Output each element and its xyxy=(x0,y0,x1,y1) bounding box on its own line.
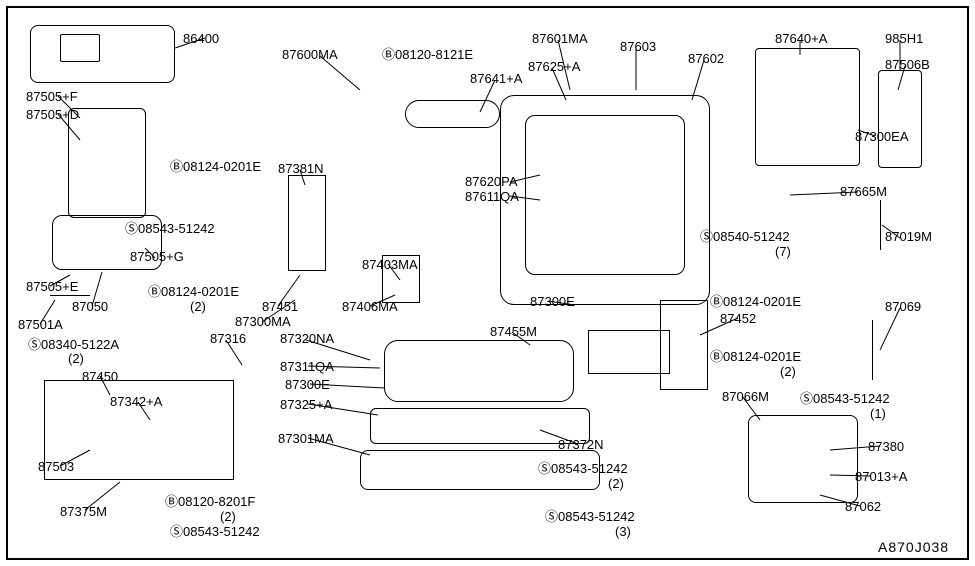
callout-l87050: 87050 xyxy=(72,300,108,313)
callout-l87311QA: 87311QA xyxy=(280,360,334,373)
callout-l87600MA: 87600MA xyxy=(282,48,338,61)
callout-l86400: 86400 xyxy=(183,32,219,45)
callout-l87503: 87503 xyxy=(38,460,74,473)
shape-bolt1 xyxy=(50,295,90,296)
callout-l08543d_sub: (3) xyxy=(615,525,631,538)
callout-l87406MA: 87406MA xyxy=(342,300,398,313)
callout-l87300E_top: 87300E xyxy=(530,295,575,308)
callout-l87380: 87380 xyxy=(868,440,904,453)
callout-l87300EA: 87300EA xyxy=(855,130,909,143)
callout-l87300MA: 87300MA xyxy=(235,315,291,328)
callout-lS08543_51242_a: Ⓢ08543-51242 xyxy=(125,222,215,235)
callout-lS08543_51242_d: Ⓢ08543-51242 xyxy=(545,510,635,523)
shape-recliner_left xyxy=(288,175,326,271)
callout-l87450: 87450 xyxy=(82,370,118,383)
shape-seat_back xyxy=(68,108,146,218)
callout-l87452: 87452 xyxy=(720,312,756,325)
callout-l87403MA: 87403MA xyxy=(362,258,418,271)
callout-lB08120_8201F: Ⓑ08120-8201F xyxy=(165,495,255,508)
shape-cushion_frame xyxy=(370,408,590,444)
shape-cushion_pad xyxy=(384,340,574,402)
callout-l87300E: 87300E xyxy=(285,378,330,391)
callout-l87372N: 87372N xyxy=(558,438,604,451)
callout-l87602: 87602 xyxy=(688,52,724,65)
callout-l08340_sub: (2) xyxy=(68,352,84,365)
callout-l08543e_sub: (1) xyxy=(870,407,886,420)
callout-l87505G: 87505+G xyxy=(130,250,184,263)
shape-headrest_box xyxy=(30,25,175,83)
callout-lS08543_51242_c: Ⓢ08543-51242 xyxy=(538,462,628,475)
callout-l87013A: 87013+A xyxy=(855,470,907,483)
callout-lS08543_51242_b: Ⓢ08543-51242 xyxy=(170,525,260,538)
callout-lB08124_0201E_b: Ⓑ08124-0201E xyxy=(148,285,239,298)
callout-l87320NA: 87320NA xyxy=(280,332,334,345)
callout-l08124b_sub: (2) xyxy=(190,300,206,313)
shape-back_frame_inner xyxy=(525,115,685,275)
callout-lB08124_0201E_d: Ⓑ08124-0201E xyxy=(710,350,801,363)
callout-l87325A: 87325+A xyxy=(280,398,332,411)
callout-l87505F: 87505+F xyxy=(26,90,78,103)
shape-cushion_bracket xyxy=(588,330,670,374)
callout-l87505D: 87505+D xyxy=(26,108,79,121)
callout-l87640A: 87640+A xyxy=(775,32,827,45)
diagram-id: A870J038 xyxy=(878,540,949,554)
callout-lB08120_8121E: Ⓑ08120-8121E xyxy=(382,48,473,61)
shape-handle_oval xyxy=(405,100,500,128)
shape-outer_finisher xyxy=(748,415,858,503)
callout-l08124d_sub: (2) xyxy=(780,365,796,378)
callout-l87062: 87062 xyxy=(845,500,881,513)
callout-l87505E: 87505+E xyxy=(26,280,78,293)
callout-lB08124_0201E_c: Ⓑ08124-0201E xyxy=(710,295,801,308)
callout-l08120f_sub: (2) xyxy=(220,510,236,523)
shape-airbag_module xyxy=(878,70,922,168)
callout-lS08540_sub: (7) xyxy=(775,245,791,258)
callout-l87066M: 87066M xyxy=(722,390,769,403)
callout-l87603: 87603 xyxy=(620,40,656,53)
shape-headrest_inner xyxy=(60,34,100,62)
callout-lS08340_5122A: Ⓢ08340-5122A xyxy=(28,338,119,351)
callout-lB08124_0201E_a: Ⓑ08124-0201E xyxy=(170,160,261,173)
callout-l87375M: 87375M xyxy=(60,505,107,518)
callout-l08543c_sub: (2) xyxy=(608,477,624,490)
callout-l87451: 87451 xyxy=(262,300,298,313)
callout-lS08540_51242: Ⓢ08540-51242 xyxy=(700,230,790,243)
callout-l87342A: 87342+A xyxy=(110,395,162,408)
callout-l87611QA: 87611QA xyxy=(465,190,519,203)
callout-l87069: 87069 xyxy=(885,300,921,313)
callout-l87316: 87316 xyxy=(210,332,246,345)
callout-lS08543_51242_e: Ⓢ08543-51242 xyxy=(800,392,890,405)
callout-l87641A: 87641+A xyxy=(470,72,522,85)
callout-l985H1: 985H1 xyxy=(885,32,923,45)
callout-l87455M: 87455M xyxy=(490,325,537,338)
shape-harness2 xyxy=(880,200,881,250)
callout-l87381N: 87381N xyxy=(278,162,324,175)
callout-l87501A: 87501A xyxy=(18,318,63,331)
callout-l87665M: 87665M xyxy=(840,185,887,198)
callout-l87301MA: 87301MA xyxy=(278,432,334,445)
callout-l87506B: 87506B xyxy=(885,58,930,71)
shape-board_panel xyxy=(755,48,860,166)
callout-l87620PA: 87620PA xyxy=(465,175,518,188)
callout-l87625A: 87625+A xyxy=(528,60,580,73)
callout-l87019M: 87019M xyxy=(885,230,932,243)
callout-l87601MA: 87601MA xyxy=(532,32,588,45)
shape-harness1 xyxy=(872,320,873,380)
